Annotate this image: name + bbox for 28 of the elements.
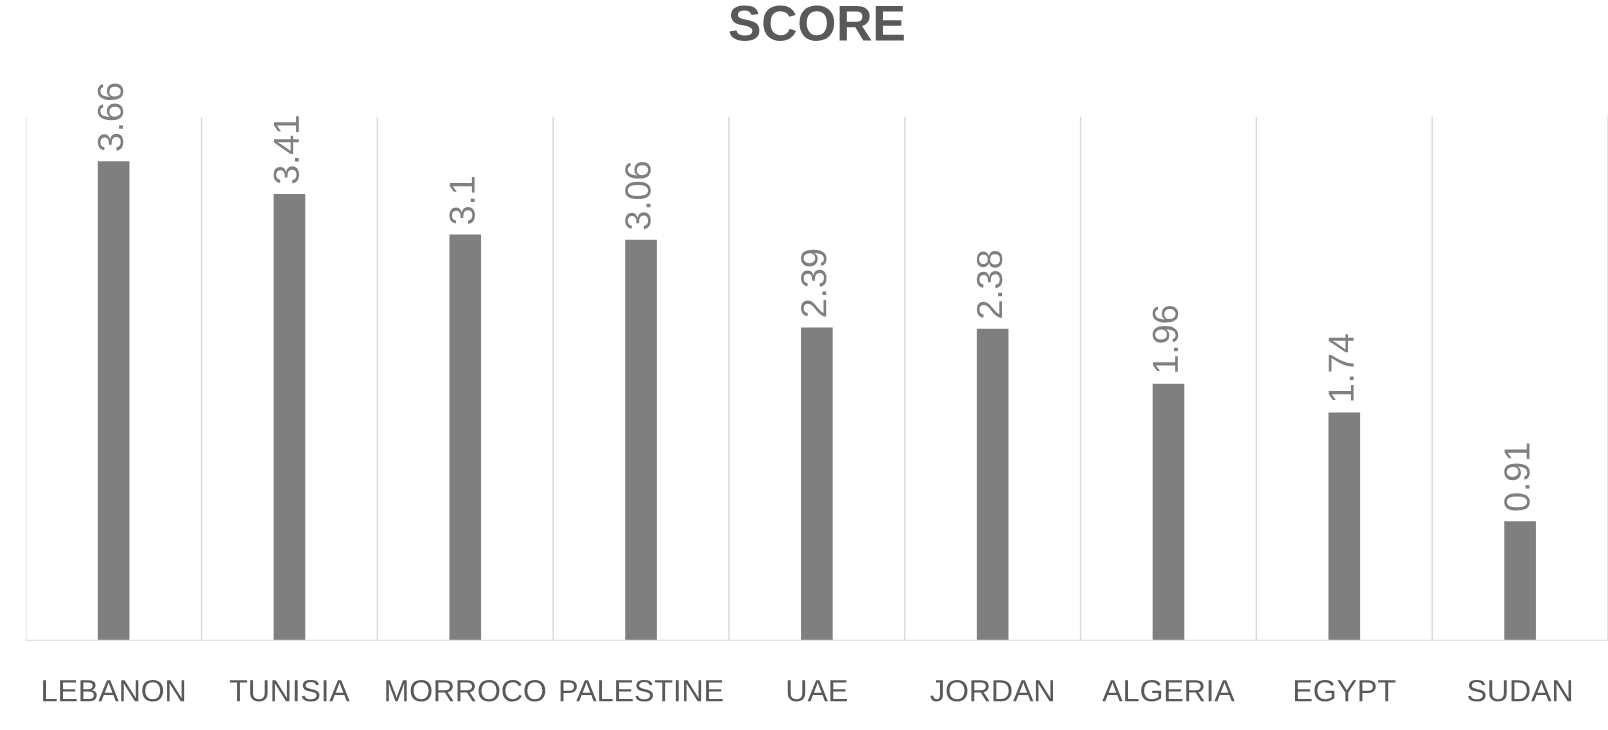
bar (1328, 412, 1361, 641)
x-tick-label: LEBANON (43, 679, 185, 702)
data-label: 3.41 (273, 116, 300, 184)
x-tick-label: ALGERIA (1102, 679, 1235, 702)
data-label: 1.74 (1328, 334, 1354, 401)
bar (97, 161, 130, 641)
data-label: 2.38 (976, 250, 1003, 318)
data-label: 3.06 (625, 161, 651, 230)
bar (449, 234, 482, 641)
x-tick-label: UAE (787, 680, 847, 702)
data-label: 0.91 (1504, 443, 1530, 511)
x-tick-label: MORROCO (386, 679, 546, 702)
bar (273, 194, 306, 641)
bar (801, 327, 833, 641)
bar (1504, 521, 1536, 641)
bar (1152, 383, 1185, 641)
data-label: 3.66 (97, 83, 124, 151)
bar (625, 239, 657, 641)
x-tick-label: TUNISIA (229, 679, 350, 702)
data-label: 1.96 (1152, 305, 1179, 372)
data-label: 3.1 (449, 176, 475, 225)
x-tick-label: EGYPT (1295, 679, 1396, 702)
x-tick-label: PALESTINE (560, 679, 723, 702)
x-tick-label: JORDAN (930, 679, 1053, 702)
chart-title: SCORE (729, 5, 904, 41)
x-tick-label: SUDAN (1468, 679, 1572, 702)
data-label: 2.39 (800, 249, 827, 317)
bar (976, 328, 1009, 641)
